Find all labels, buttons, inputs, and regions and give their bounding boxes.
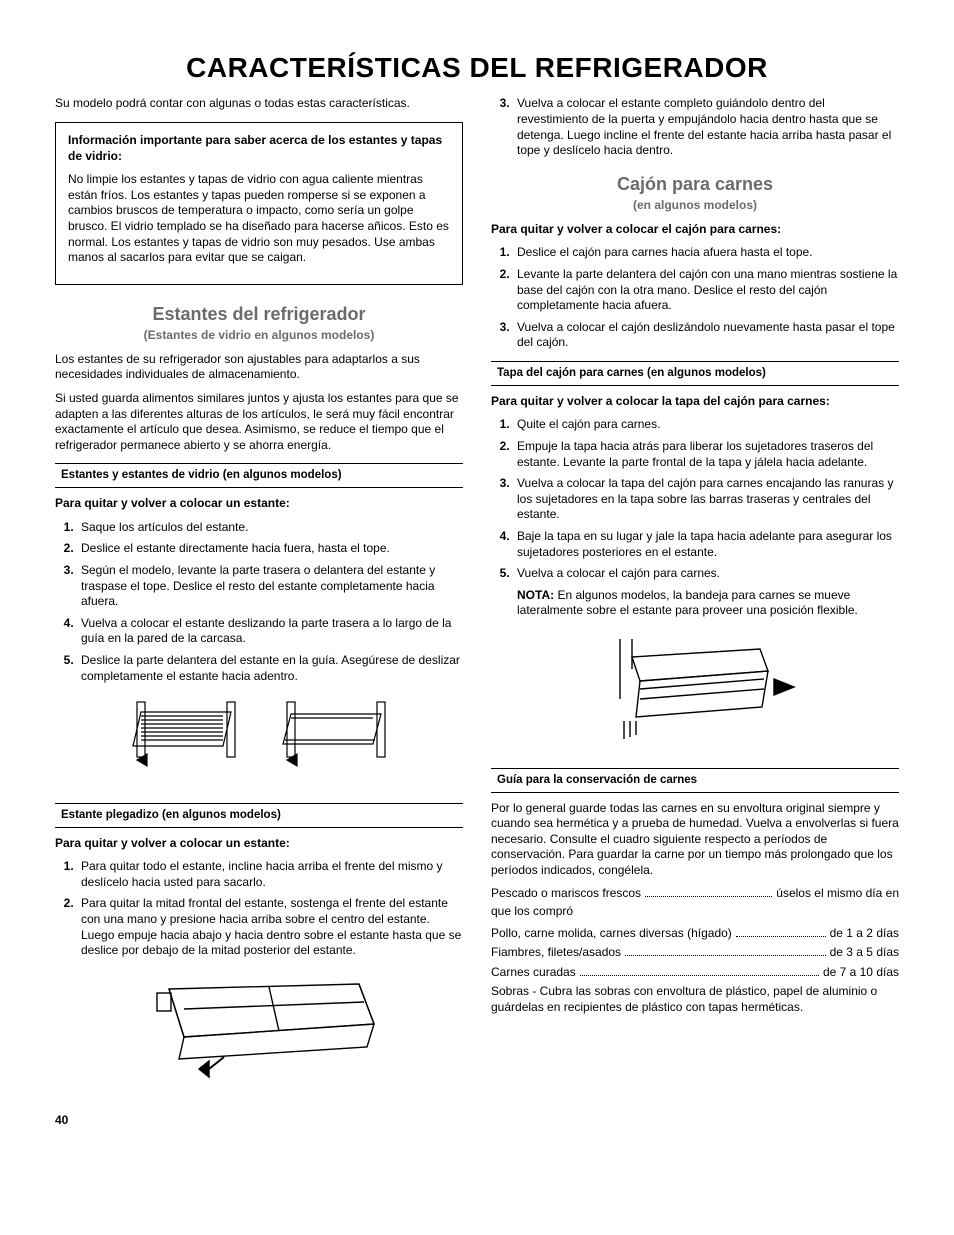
- meat-proc1-title: Para quitar y volver a colocar el cajón …: [491, 222, 899, 238]
- list-item: Deslice la parte delantera del estante e…: [77, 653, 463, 684]
- page-number: 40: [55, 1113, 899, 1129]
- list-item: Vuelva a colocar el estante completo gui…: [513, 96, 899, 158]
- meat-title: Cajón para carnes: [491, 173, 899, 196]
- list-item: Vuelva a colocar el cajón deslizándolo n…: [513, 320, 899, 351]
- subhead-glass-shelves: Estantes y estantes de vidrio (en alguno…: [55, 463, 463, 488]
- list-item: Para quitar la mitad frontal del estante…: [77, 896, 463, 958]
- shelves-subtitle: (Estantes de vidrio en algunos modelos): [55, 328, 463, 344]
- main-title: CARACTERÍSTICAS DEL REFRIGERADOR: [55, 50, 899, 86]
- list-item: Levante la parte delantera del cajón con…: [513, 267, 899, 314]
- figure-two-shelves: [55, 694, 463, 789]
- subhead-folding-shelf: Estante plegadizo (en algunos modelos): [55, 803, 463, 828]
- proc2-title: Para quitar y volver a colocar un estant…: [55, 836, 463, 852]
- list-item: Empuje la tapa hacia atrás para liberar …: [513, 439, 899, 470]
- leftovers-text: Sobras - Cubra las sobras con envoltura …: [491, 984, 899, 1015]
- list-item: Vuelva a colocar la tapa del cajón para …: [513, 476, 899, 523]
- meat-subtitle: (en algunos modelos): [491, 198, 899, 214]
- subhead-meat-cover: Tapa del cajón para carnes (en algunos m…: [491, 361, 899, 386]
- list-item: Baje la tapa en su lugar y jale la tapa …: [513, 529, 899, 560]
- list-item: Según el modelo, levante la parte traser…: [77, 563, 463, 610]
- shelves-title: Estantes del refrigerador: [55, 303, 463, 326]
- meat-proc1-list: Deslice el cajón para carnes hacia afuer…: [491, 245, 899, 351]
- shelves-p2: Si usted guarda alimentos similares junt…: [55, 391, 463, 453]
- list-item: Quite el cajón para carnes.: [513, 417, 899, 433]
- proc1-list: Saque los artículos del estante. Deslice …: [55, 520, 463, 684]
- proc1-title: Para quitar y volver a colocar un estant…: [55, 496, 463, 512]
- figure-meat-drawer: [491, 629, 899, 754]
- meat-proc2-title: Para quitar y volver a colocar la tapa d…: [491, 394, 899, 410]
- list-item: Vuelva a colocar el estante deslizando l…: [77, 616, 463, 647]
- storage-table: Pescado o mariscos frescosúselos el mism…: [491, 886, 899, 980]
- list-item: Deslice el cajón para carnes hacia afuer…: [513, 245, 899, 261]
- info-box-glass: Información importante para saber acerca…: [55, 122, 463, 285]
- proc2-cont: Vuelva a colocar el estante completo gui…: [491, 96, 899, 158]
- info-box-body: No limpie los estantes y tapas de vidrio…: [68, 172, 450, 266]
- shelves-p1: Los estantes de su refrigerador son ajus…: [55, 352, 463, 383]
- list-item: Saque los artículos del estante.: [77, 520, 463, 536]
- intro-text: Su modelo podrá contar con algunas o tod…: [55, 96, 463, 112]
- list-item: Vuelva a colocar el cajón para carnes.NO…: [513, 566, 899, 619]
- list-item: Deslice el estante directamente hacia fu…: [77, 541, 463, 557]
- list-item: Para quitar todo el estante, incline hac…: [77, 859, 463, 890]
- proc2-list: Para quitar todo el estante, incline hac…: [55, 859, 463, 959]
- meat-proc2-list: Quite el cajón para carnes. Empuje la tap…: [491, 417, 899, 619]
- info-box-title: Información importante para saber acerca…: [68, 133, 450, 164]
- figure-folding-shelf: [55, 969, 463, 1094]
- guide-intro: Por lo general guarde todas las carnes e…: [491, 801, 899, 879]
- subhead-meat-guide: Guía para la conservación de carnes: [491, 768, 899, 793]
